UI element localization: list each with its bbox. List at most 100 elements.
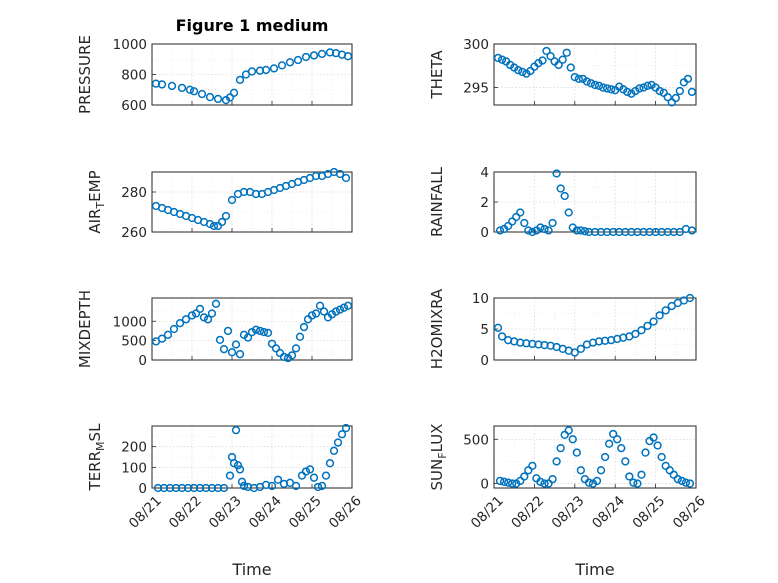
data-point [524,226,533,235]
data-point [227,348,237,357]
data-point [594,81,604,90]
y-axis-label: MIXDEPTH [76,290,94,368]
y-axis-label-main: RAINFALL [428,166,446,237]
data-point [493,53,503,63]
data-point [544,479,553,488]
xtick-label: 08/22 [508,493,547,532]
data-point [667,98,676,107]
data-point [227,195,237,205]
data-point [538,56,547,65]
data-point [554,60,563,70]
xtick-label: 08/23 [549,493,588,532]
axes-airtemp [151,171,353,233]
data-point [339,303,349,312]
data-point [285,58,295,67]
panel-terrmsl: 0 100 200 08/21 08/22 08/23 08/24 08/25 08/26 Tim… [86,423,365,579]
data-point [199,313,209,322]
data-point [655,311,664,320]
y-axis-label-main: AIR [86,209,104,234]
y-axis-label: SUNFLUX [428,424,449,491]
data-point [604,439,614,448]
data-point [677,476,687,486]
x-axis-label: Time [574,560,614,579]
data-point [633,479,642,488]
y-axis-label-subscript: M [94,441,107,451]
ytick-label: 2 [480,195,489,211]
data-point [540,479,549,488]
panel-sunflux: 0 500 08/21 08/22 08/23 08/24 08/25 08/26 Time SU… [428,424,709,579]
data-point [189,483,199,493]
data-point [197,89,207,99]
data-point [592,476,602,486]
data-point [643,81,652,90]
ytick-label: 100 [121,460,147,476]
ytick-label: 0 [138,353,147,369]
data-point [655,86,664,96]
data-point [231,340,241,349]
data-point [295,332,305,341]
data-point [508,479,517,488]
panel-airtemp: 260 280 AIRTEMP [86,167,353,241]
panel-h2omixra: 0 5 10 H2OMIXRA [428,288,697,369]
data-point [661,306,670,315]
data-point [277,61,287,70]
data-point [675,86,684,96]
data-point [572,226,581,235]
data-point [687,226,697,235]
ytick-label: 200 [121,440,147,456]
data-point [239,187,249,197]
data-point [195,483,205,493]
data-point [518,67,527,77]
data-point [311,309,321,318]
xtick-label: 08/26 [670,493,709,532]
data-point [205,219,215,229]
data-point [659,88,668,97]
data-point [657,452,666,462]
data-point [219,345,229,354]
data-point [259,327,269,337]
data-point [201,483,211,493]
data-point [548,218,557,228]
data-point [528,227,537,237]
data-point [301,467,311,476]
data-point [639,83,648,92]
data-point [233,461,243,470]
y-axis-label: RAINFALL [428,166,446,237]
data-point [341,173,351,183]
data-point [189,87,199,96]
data-point [165,483,175,493]
data-point [225,93,235,102]
ytick-label: 600 [121,98,147,114]
ytick-label: 0 [138,481,147,497]
data-point [159,483,169,493]
data-point [564,208,573,217]
data-point [493,323,503,332]
data-point [617,443,626,453]
axes-border [493,425,697,489]
data-point [213,483,223,493]
data-point [503,478,513,487]
data-point [319,307,329,316]
data-point [596,466,606,475]
data-point [649,317,658,326]
data-point [572,448,581,457]
data-point [243,333,253,342]
data-point [566,63,575,72]
data-point [307,311,317,320]
data-point [255,326,265,336]
data-point [643,321,652,331]
ytick-label: 10 [472,291,489,307]
data-point [497,55,507,64]
data-point [556,184,565,193]
data-point [497,332,507,341]
y-axis-label: H2OMIXRA [428,288,446,369]
data-point [653,441,662,450]
data-point [217,217,227,227]
data-point [317,49,327,59]
data-point [213,94,223,104]
y-axis-label-subscript: F [436,452,449,458]
data-point [183,483,193,493]
data-point [203,315,213,324]
data-point [495,226,505,235]
